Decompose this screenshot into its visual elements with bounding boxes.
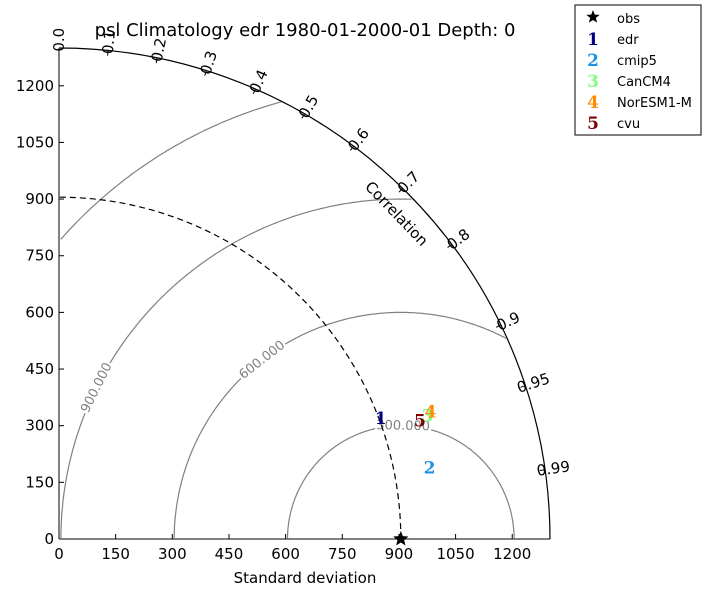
y-tick-label: 900 xyxy=(25,190,54,208)
legend-symbol: 5 xyxy=(587,114,599,134)
y-tick-label: 0 xyxy=(44,530,54,548)
legend-label: NorESM1-M xyxy=(617,96,692,111)
plot-area: 0015015030030045045060060075075090090010… xyxy=(16,28,571,563)
x-tick-label: 750 xyxy=(328,545,357,563)
chart-title: psl Climatology edr 1980-01-2000-01 Dept… xyxy=(95,20,516,41)
y-tick-label: 600 xyxy=(25,303,54,321)
x-tick-label: 300 xyxy=(158,545,187,563)
outer-arc xyxy=(58,47,551,540)
legend-symbol: 2 xyxy=(587,51,599,71)
rms-label-bg xyxy=(75,358,116,416)
correlation-tick-label: 0.7 xyxy=(394,168,424,198)
correlation-tick xyxy=(350,145,355,151)
correlation-tick xyxy=(301,113,305,119)
legend-label: obs xyxy=(617,12,640,27)
legend-symbol-star xyxy=(586,10,600,23)
legend: obs 1 edr 2 cmip5 3 CanCM4 4 NorESM1-M 5 cvu xyxy=(574,4,702,136)
correlation-tick xyxy=(539,469,546,471)
legend-symbol: 4 xyxy=(587,93,599,113)
rms-label-bg xyxy=(234,335,289,383)
x-tick-label: 450 xyxy=(215,545,244,563)
correlation-tick-label: 0.9 xyxy=(494,308,523,335)
correlation-tick xyxy=(520,385,526,388)
correlation-tick xyxy=(107,50,109,56)
data-point-cvu: 5 xyxy=(414,411,426,431)
x-axis-label: Standard deviation xyxy=(234,569,377,587)
correlation-tick xyxy=(447,243,453,248)
legend-symbol: 1 xyxy=(587,30,599,50)
x-tick-label: 900 xyxy=(385,545,414,563)
legend-symbol: 3 xyxy=(587,72,599,92)
correlation-tick xyxy=(398,188,404,193)
x-tick-label: 1200 xyxy=(493,545,531,563)
reference-point-obs xyxy=(393,531,409,546)
x-tick-label: 150 xyxy=(101,545,130,563)
x-tick-label: 1050 xyxy=(436,545,474,563)
correlation-tick-label: 0.2 xyxy=(148,36,170,63)
correlation-tick-label: 0.99 xyxy=(536,457,572,480)
correlation-tick xyxy=(495,324,502,328)
correlation-tick-label: 0.5 xyxy=(295,92,323,122)
rms-contour xyxy=(60,198,412,539)
legend-box xyxy=(574,4,702,136)
y-tick-label: 450 xyxy=(25,360,54,378)
rms-contour xyxy=(286,425,515,539)
correlation-tick-label: 0.3 xyxy=(197,49,221,77)
data-point-cmip5: 2 xyxy=(424,459,436,479)
y-tick-label: 1050 xyxy=(16,133,54,151)
rms-contour xyxy=(173,311,508,539)
y-tick-label: 750 xyxy=(25,247,54,265)
legend-label: CanCM4 xyxy=(617,75,671,90)
x-tick-label: 600 xyxy=(271,545,300,563)
legend-label: cmip5 xyxy=(617,54,657,69)
legend-label: cvu xyxy=(617,117,640,132)
correlation-tick xyxy=(155,57,158,64)
data-point-noresm1-m: 4 xyxy=(425,403,437,423)
correlation-tick-label: 0.1 xyxy=(99,29,119,55)
y-tick-label: 1200 xyxy=(16,77,54,95)
data-point-cancm4: 3 xyxy=(422,406,434,426)
correlation-tick-label: 0.6 xyxy=(344,125,373,155)
correlation-tick xyxy=(252,88,256,95)
x-tick-label: 0 xyxy=(54,545,64,563)
rms-label-bg xyxy=(375,416,432,434)
correlation-tick-label: 0.4 xyxy=(246,67,272,96)
y-tick-label: 150 xyxy=(25,473,54,491)
correlation-tick-label: 0.95 xyxy=(515,369,552,397)
rms-contour xyxy=(60,101,282,240)
y-tick-label: 300 xyxy=(25,417,54,435)
legend-label: edr xyxy=(617,33,639,48)
correlation-tick-label: 0.8 xyxy=(444,225,474,254)
rms-contour-label: 600.000 xyxy=(236,338,288,383)
correlation-tick xyxy=(204,70,207,76)
rms-contour-label: 300.000 xyxy=(376,418,430,434)
correlation-tick-label: 0.0 xyxy=(50,28,68,52)
data-point-edr: 1 xyxy=(375,409,387,429)
